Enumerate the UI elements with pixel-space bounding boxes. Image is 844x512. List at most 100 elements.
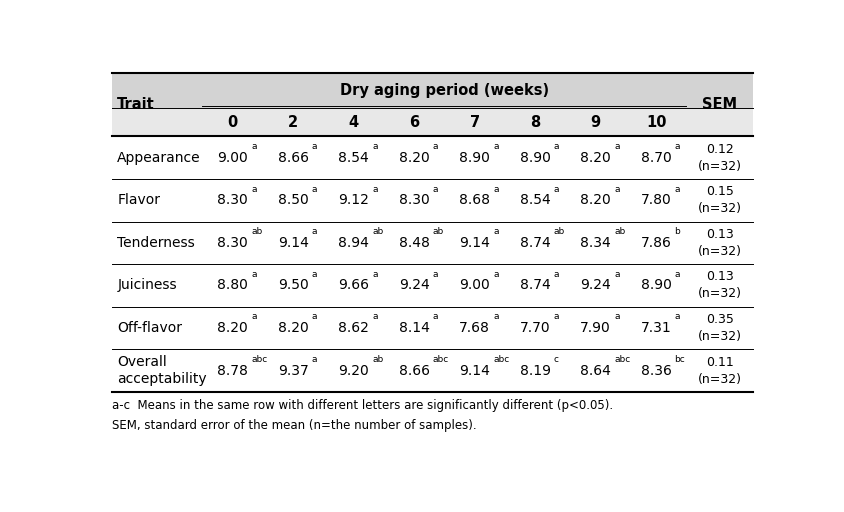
- Text: 8.54: 8.54: [338, 151, 369, 165]
- Text: 8.50: 8.50: [278, 193, 308, 207]
- Text: 7.68: 7.68: [459, 321, 490, 335]
- Bar: [112, 73, 753, 108]
- Text: abc: abc: [251, 355, 268, 364]
- Text: a: a: [311, 227, 317, 236]
- Text: a: a: [432, 312, 438, 321]
- Text: 7: 7: [469, 115, 479, 130]
- Text: a: a: [554, 270, 559, 279]
- Text: a: a: [674, 142, 680, 151]
- Text: a: a: [311, 184, 317, 194]
- Text: a: a: [674, 270, 680, 279]
- Text: Appearance: Appearance: [117, 151, 201, 165]
- Text: 6: 6: [409, 115, 419, 130]
- Text: ab: ab: [432, 227, 444, 236]
- Text: 7.31: 7.31: [641, 321, 672, 335]
- Text: a: a: [311, 312, 317, 321]
- Text: 9.14: 9.14: [459, 236, 490, 250]
- Text: 9.24: 9.24: [398, 279, 430, 292]
- Bar: [112, 108, 753, 136]
- Text: 8.30: 8.30: [217, 236, 248, 250]
- Text: 2: 2: [288, 115, 298, 130]
- Text: 0.13
(n=32): 0.13 (n=32): [698, 270, 742, 301]
- Text: Dry aging period (weeks): Dry aging period (weeks): [340, 83, 549, 98]
- Text: a: a: [251, 270, 257, 279]
- Text: 8.20: 8.20: [580, 193, 611, 207]
- Text: bc: bc: [674, 355, 685, 364]
- Text: Flavor: Flavor: [117, 193, 160, 207]
- Text: Tenderness: Tenderness: [117, 236, 195, 250]
- Text: 8.48: 8.48: [398, 236, 430, 250]
- Text: a: a: [432, 270, 438, 279]
- Text: 8.74: 8.74: [520, 279, 550, 292]
- Text: 9.12: 9.12: [338, 193, 369, 207]
- Text: 9.50: 9.50: [278, 279, 308, 292]
- Text: a: a: [311, 270, 317, 279]
- Text: 8.66: 8.66: [278, 151, 309, 165]
- Text: ab: ab: [372, 227, 383, 236]
- Text: Overall
acceptability: Overall acceptability: [117, 355, 207, 386]
- Text: a: a: [251, 312, 257, 321]
- Text: 0.15
(n=32): 0.15 (n=32): [698, 185, 742, 215]
- Text: 7.70: 7.70: [520, 321, 550, 335]
- Text: 8.20: 8.20: [580, 151, 611, 165]
- Text: 7.86: 7.86: [641, 236, 672, 250]
- Text: 9.24: 9.24: [580, 279, 611, 292]
- Text: 7.90: 7.90: [580, 321, 611, 335]
- Text: 8.54: 8.54: [520, 193, 550, 207]
- Text: a: a: [251, 184, 257, 194]
- Text: SEM: SEM: [702, 97, 738, 112]
- Text: a: a: [614, 312, 619, 321]
- Text: 8.68: 8.68: [459, 193, 490, 207]
- Text: a: a: [554, 142, 559, 151]
- Text: 8.30: 8.30: [217, 193, 248, 207]
- Text: a: a: [554, 312, 559, 321]
- Text: a: a: [493, 227, 499, 236]
- Text: 0.11
(n=32): 0.11 (n=32): [698, 355, 742, 386]
- Text: a: a: [432, 142, 438, 151]
- Text: ab: ab: [251, 227, 262, 236]
- Text: 9.37: 9.37: [278, 364, 308, 377]
- Text: 8.78: 8.78: [217, 364, 248, 377]
- Text: 8.90: 8.90: [520, 151, 550, 165]
- Text: ab: ab: [372, 355, 383, 364]
- Text: b: b: [674, 227, 680, 236]
- Text: a: a: [251, 142, 257, 151]
- Text: SEM, standard error of the mean (n=the number of samples).: SEM, standard error of the mean (n=the n…: [112, 419, 477, 433]
- Text: 9.20: 9.20: [338, 364, 369, 377]
- Text: abc: abc: [432, 355, 449, 364]
- Text: ab: ab: [614, 227, 625, 236]
- Text: a-c  Means in the same row with different letters are significantly different (p: a-c Means in the same row with different…: [112, 399, 613, 412]
- Text: 9.00: 9.00: [217, 151, 248, 165]
- Text: 8.20: 8.20: [398, 151, 430, 165]
- Text: 9.66: 9.66: [338, 279, 369, 292]
- Text: 0.13
(n=32): 0.13 (n=32): [698, 228, 742, 258]
- Text: a: a: [372, 312, 377, 321]
- Text: Trait: Trait: [117, 97, 155, 112]
- Text: a: a: [372, 184, 377, 194]
- Text: 9.14: 9.14: [278, 236, 309, 250]
- Text: 8.80: 8.80: [217, 279, 248, 292]
- Text: 8.19: 8.19: [520, 364, 550, 377]
- Text: a: a: [554, 184, 559, 194]
- Text: 8.14: 8.14: [398, 321, 430, 335]
- Text: 10: 10: [646, 115, 667, 130]
- Text: 8.74: 8.74: [520, 236, 550, 250]
- Text: a: a: [493, 142, 499, 151]
- Text: 8: 8: [530, 115, 540, 130]
- Text: 0.35
(n=32): 0.35 (n=32): [698, 313, 742, 343]
- Text: 8.20: 8.20: [217, 321, 248, 335]
- Text: a: a: [493, 184, 499, 194]
- Text: ab: ab: [554, 227, 565, 236]
- Text: 8.90: 8.90: [641, 279, 672, 292]
- Text: a: a: [311, 142, 317, 151]
- Text: 8.36: 8.36: [641, 364, 672, 377]
- Text: 9.00: 9.00: [459, 279, 490, 292]
- Text: a: a: [614, 184, 619, 194]
- Text: 8.94: 8.94: [338, 236, 369, 250]
- Text: a: a: [432, 184, 438, 194]
- Text: abc: abc: [493, 355, 509, 364]
- Text: 8.20: 8.20: [278, 321, 308, 335]
- Text: 8.70: 8.70: [641, 151, 672, 165]
- Text: a: a: [372, 270, 377, 279]
- Text: 9: 9: [591, 115, 601, 130]
